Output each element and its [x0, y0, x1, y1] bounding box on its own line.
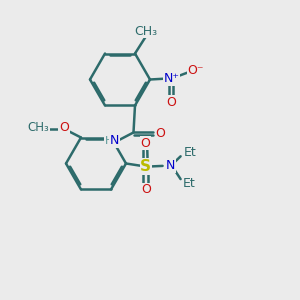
Text: CH₃: CH₃: [27, 121, 49, 134]
Text: N⁺: N⁺: [164, 72, 180, 85]
Text: CH₃: CH₃: [134, 25, 158, 38]
Text: O: O: [141, 183, 151, 196]
Text: N: N: [165, 159, 175, 172]
Text: N: N: [110, 134, 119, 147]
Text: O: O: [156, 127, 165, 140]
Text: Et: Et: [183, 177, 195, 190]
Text: H: H: [104, 136, 113, 146]
Text: Et: Et: [184, 146, 197, 159]
Text: O⁻: O⁻: [188, 64, 204, 77]
Text: S: S: [140, 159, 151, 174]
Text: O: O: [59, 122, 69, 134]
Text: O: O: [167, 95, 176, 109]
Text: O: O: [141, 136, 150, 150]
